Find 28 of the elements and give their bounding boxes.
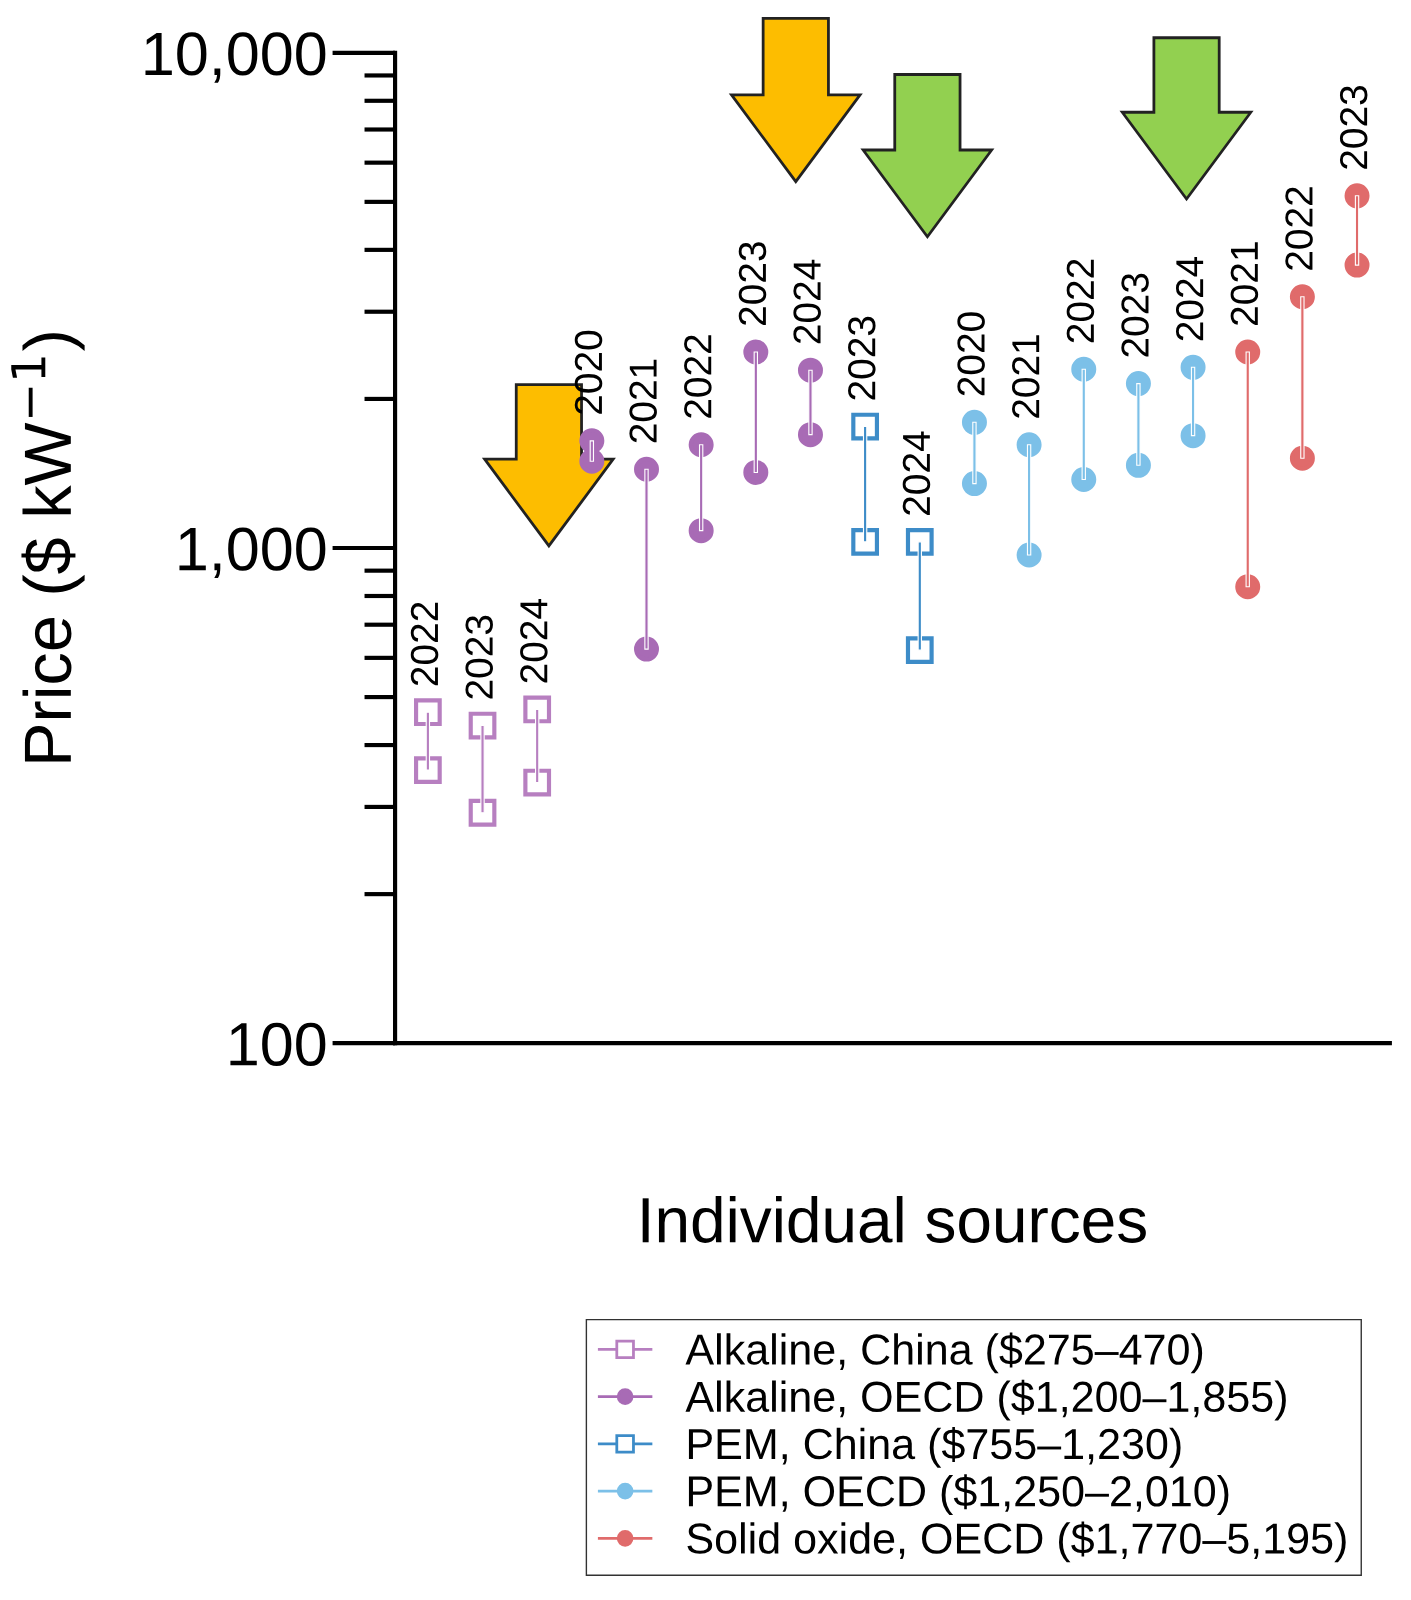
x-tick-label: 2023 [1121, 273, 1149, 357]
x-tick-label: 2023 [465, 615, 493, 699]
x-tick-label: 2024 [520, 599, 548, 683]
x-tick-label: 2022 [1285, 187, 1313, 270]
x-tick-label: 2023 [1339, 86, 1368, 169]
x-axis-title: Individual sources [642, 1195, 1146, 1243]
x-tick-label: 2021 [1230, 242, 1259, 326]
x-tick-label: 2024 [902, 431, 931, 515]
y-tick-label: 10,000 [145, 32, 326, 83]
legend-label: Alkaline, OECD ($1,200–1,855) [685, 1379, 1286, 1421]
legend-label: PEM, China ($755–1,230) [688, 1427, 1181, 1468]
x-tick-label: 2023 [848, 316, 876, 400]
legend-label: PEM, OECD ($1,250–2,010) [688, 1474, 1229, 1516]
y-tick-label: 1,000 [179, 527, 326, 578]
x-tick-label: 2020 [574, 330, 603, 414]
x-tick-label: 2020 [957, 312, 985, 396]
x-tick-label: 2022 [410, 602, 439, 686]
x-tick-label: 2022 [684, 335, 712, 418]
y-tick-label: 100 [230, 1022, 326, 1066]
legend-label: Alkaline, China ($275–470) [685, 1332, 1203, 1374]
y-axis-title: Price ($ kW$^{−1}$) [11, 333, 85, 762]
x-tick-label: 2024 [1175, 256, 1204, 341]
x-tick-label: 2024 [793, 259, 821, 344]
legend-label: Solid oxide, OECD ($1,770–5,195) [687, 1521, 1346, 1563]
x-tick-label: 2021 [629, 359, 657, 443]
x-tick-label: 2022 [1066, 259, 1095, 343]
x-tick-label: 2021 [1012, 335, 1040, 418]
x-tick-label: 2023 [738, 242, 767, 326]
